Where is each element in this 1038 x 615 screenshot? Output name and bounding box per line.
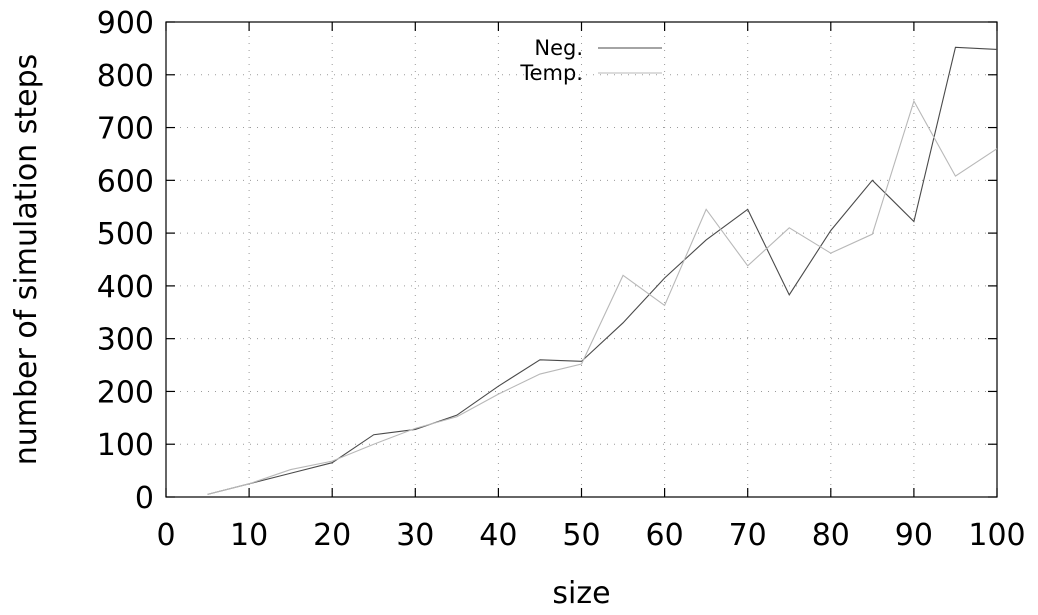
tick-marks: [165, 21, 998, 498]
y-tick-label: 200: [97, 375, 154, 410]
y-tick-label: 100: [97, 428, 154, 463]
series-line-neg: [207, 46, 998, 495]
y-tick-label: 700: [97, 112, 154, 147]
y-tick-label: 0: [135, 481, 154, 516]
y-tick-label: 500: [97, 217, 154, 252]
y-tick-label: 800: [97, 59, 154, 94]
y-tick-label: 300: [97, 323, 154, 358]
legend: Neg.Temp.: [519, 36, 662, 85]
y-tick-labels: 0 100 200 300 400 500 600 700 800 900: [97, 6, 154, 516]
x-tick-label: 20: [313, 518, 351, 553]
grid: [166, 22, 997, 497]
series-line-temp: [207, 99, 998, 495]
x-tick-label: 50: [562, 518, 600, 553]
x-tick-labels: 0 10 20 30 40 50 60 70 80 90 100: [156, 518, 1025, 553]
x-tick-label: 90: [895, 518, 933, 553]
legend-label: Temp.: [519, 61, 583, 85]
x-tick-label: 100: [968, 518, 1025, 553]
y-tick-label: 900: [97, 6, 154, 41]
x-tick-label: 40: [479, 518, 517, 553]
y-tick-label: 400: [97, 270, 154, 305]
y-tick-label: 600: [97, 164, 154, 199]
legend-label: Neg.: [534, 36, 583, 60]
x-axis-label: size: [552, 576, 610, 611]
x-tick-label: 80: [812, 518, 850, 553]
y-axis-label: number of simulation steps: [9, 54, 44, 466]
series-layer: [207, 46, 998, 495]
x-tick-label: 0: [156, 518, 175, 553]
plot-frame: [165, 21, 998, 498]
x-tick-label: 70: [729, 518, 767, 553]
x-tick-label: 30: [396, 518, 434, 553]
x-tick-label: 10: [230, 518, 268, 553]
x-tick-label: 60: [646, 518, 684, 553]
